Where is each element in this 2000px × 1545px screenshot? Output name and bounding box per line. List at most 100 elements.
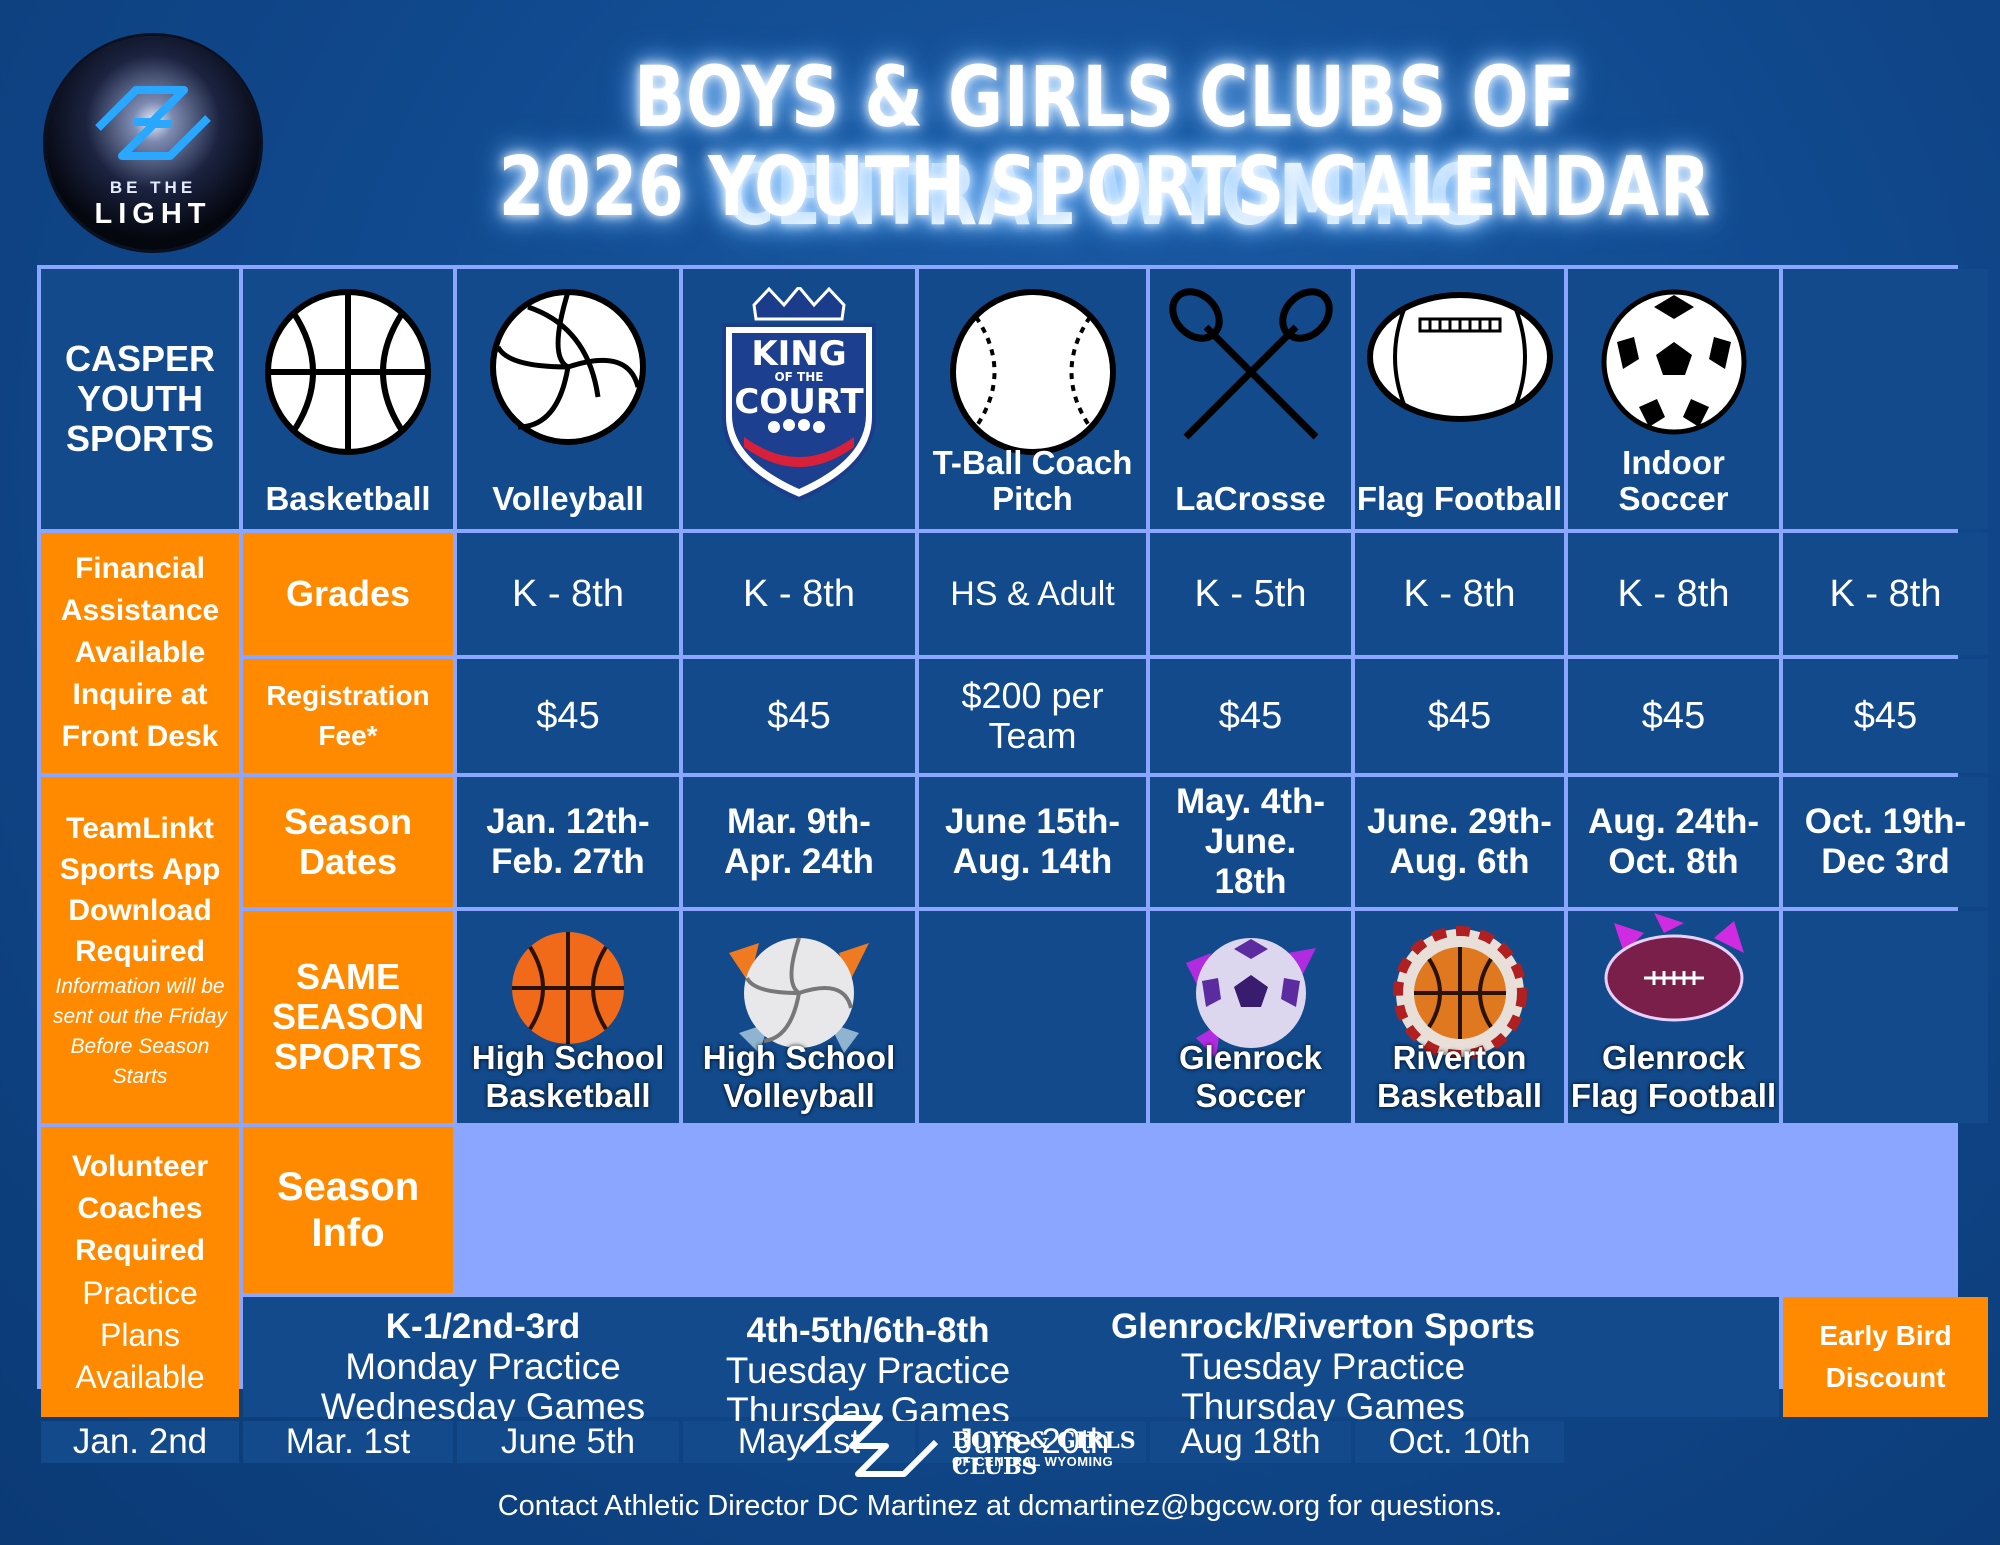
dates-lacrosse: June. 29th- Aug. 6th <box>1355 777 1564 907</box>
same-season-glenrock-flag-football: Glenrock Flag Football <box>1568 911 1779 1123</box>
row-label-grades: Grades <box>243 533 453 655</box>
dates-king-of-the-court: June 15th- Aug. 14th <box>919 777 1146 907</box>
dates-flag-football: Aug. 24th- Oct. 8th <box>1568 777 1779 907</box>
season-info-practice: Monday Practice <box>345 1346 621 1387</box>
basketball-icon <box>265 289 431 455</box>
same-season-name: High School Volleyball <box>702 1039 896 1114</box>
fee-king-of-the-court: $200 per Team <box>919 659 1146 773</box>
season-info-heading: Glenrock/Riverton Sports <box>1111 1307 1535 1346</box>
early-bird-indoor-soccer: Oct. 10th <box>1355 1421 1564 1463</box>
grades-volleyball: K - 8th <box>683 533 915 655</box>
fee-volleyball: $45 <box>683 659 915 773</box>
row-label-early-bird: Early Bird Discount <box>1783 1297 1988 1417</box>
dates-volleyball: Mar. 9th- Apr. 24th <box>683 777 915 907</box>
same-season-name: Glenrock Flag Football <box>1570 1039 1777 1114</box>
season-info-group-glenrock-riverton: Glenrock/Riverton Sports Tuesday Practic… <box>1083 1307 1563 1427</box>
grades-king-of-the-court: HS & Adult <box>919 533 1146 655</box>
same-season-name: Glenrock Soccer <box>1178 1039 1323 1114</box>
same-season-glenrock-soccer: Glenrock Soccer <box>1150 911 1351 1123</box>
same-season-empty-cell <box>919 911 1146 1123</box>
header-empty-cell <box>1783 269 1988 529</box>
sport-header-flag-football: Flag Football <box>1355 269 1564 529</box>
svg-text:OF THE: OF THE <box>774 370 823 384</box>
sport-header-indoor-soccer: Indoor Soccer <box>1568 269 1779 529</box>
dates-basketball: Jan. 12th- Feb. 27th <box>457 777 679 907</box>
footer-org-logo: BOYS & GIRLS CLUBS OF CENTRAL WYOMING <box>794 1406 1214 1486</box>
early-bird-lacrosse: June 20th <box>919 1421 1146 1463</box>
season-info-practice: Tuesday Practice <box>725 1350 1011 1391</box>
volunteer-detail: Practice Plans Available <box>75 1275 205 1395</box>
svg-text:KING: KING <box>751 334 846 374</box>
volleyball-icon <box>490 289 646 445</box>
same-season-hs-basketball: High School Basketball <box>457 911 679 1123</box>
same-season-riverton-basketball: Riverton Basketball <box>1355 911 1564 1123</box>
season-info-heading: 4th-5th/6th-8th <box>746 1311 990 1350</box>
volunteer-coaches-note: Volunteer Coaches Required Practice Plan… <box>41 1127 239 1417</box>
volleyball-splash-icon <box>729 937 869 1053</box>
sport-header-lacrosse: LaCrosse <box>1150 269 1351 529</box>
sport-header-tball: T-Ball Coach Pitch <box>919 269 1146 529</box>
dates-indoor-soccer: Oct. 19th- Dec 3rd <box>1783 777 1988 907</box>
sport-name: LaCrosse <box>1175 480 1326 517</box>
row-label-season-dates: Season Dates <box>243 777 453 907</box>
basketball-splash-icon <box>512 932 624 1044</box>
sport-header-basketball: Basketball <box>243 269 453 529</box>
football-icon <box>1366 292 1553 422</box>
grades-basketball: K - 8th <box>457 533 679 655</box>
row-label-season-info: Season Info <box>243 1127 453 1293</box>
fee-tball: $45 <box>1150 659 1351 773</box>
footer-org-name: BOYS & GIRLS CLUBS <box>952 1428 1136 1480</box>
same-season-empty-cell-2 <box>1783 911 1988 1123</box>
baseball-icon <box>949 289 1116 455</box>
financial-assistance-note: Financial Assistance Available Inquire a… <box>41 533 239 773</box>
teamlinkt-app-note: TeamLinkt Sports App Download Required I… <box>41 777 239 1123</box>
grades-lacrosse: K - 8th <box>1355 533 1564 655</box>
lacrosse-sticks-icon <box>1168 288 1333 440</box>
soccer-splash-icon <box>1185 938 1316 1058</box>
football-splash-icon <box>1604 913 1744 1022</box>
teamlinkt-heading: TeamLinkt Sports App Download Required <box>59 812 221 968</box>
row-label-same-season: SAME SEASON SPORTS <box>243 911 453 1123</box>
svg-text:COURT: COURT <box>734 382 864 422</box>
be-the-light-logo: BE THE LIGHT <box>46 36 260 250</box>
sport-name: Basketball <box>265 480 431 517</box>
grades-flag-football: K - 8th <box>1568 533 1779 655</box>
grades-indoor-soccer: K - 8th <box>1783 533 1988 655</box>
same-season-hs-volleyball: High School Volleyball <box>683 911 915 1123</box>
soccer-ball-icon <box>1601 289 1746 435</box>
sport-name: Volleyball <box>492 480 644 517</box>
king-of-the-court-logo: KING OF THE COURT <box>722 287 876 502</box>
teamlinkt-detail: Information will be sent out the Friday … <box>53 975 227 1088</box>
footer-org-region: OF CENTRAL WYOMING <box>952 1454 1114 1469</box>
row-label-fee: Registration Fee* <box>243 659 453 773</box>
fee-flag-football: $45 <box>1568 659 1779 773</box>
row-label-header: CASPER YOUTH SPORTS <box>41 269 239 529</box>
clubs-hands-icon <box>95 86 211 160</box>
season-info-games: Wednesday Games <box>320 1386 646 1427</box>
same-season-name: Riverton Basketball <box>1376 1039 1543 1114</box>
fee-basketball: $45 <box>457 659 679 773</box>
sport-header-volleyball: Volleyball <box>457 269 679 529</box>
sports-calendar-table: CASPER YOUTH SPORTS Basketball Volleybal… <box>37 265 1988 1463</box>
fee-lacrosse: $45 <box>1355 659 1564 773</box>
clubs-hands-icon <box>799 1415 939 1477</box>
fee-indoor-soccer: $45 <box>1783 659 1988 773</box>
same-season-name: High School Basketball <box>471 1039 665 1114</box>
early-bird-king-of-the-court: June 5th <box>457 1421 679 1463</box>
sport-name: T-Ball Coach Pitch <box>932 444 1133 517</box>
early-bird-flag-football: Aug 18th <box>1150 1421 1351 1463</box>
season-info-heading: K-1/2nd-3rd <box>385 1307 581 1346</box>
logo-tagline-bottom: LIGHT <box>94 198 212 230</box>
season-info-group-k3: K-1/2nd-3rd Monday Practice Wednesday Ga… <box>283 1307 683 1427</box>
season-info-panel: K-1/2nd-3rd Monday Practice Wednesday Ga… <box>243 1297 1779 1431</box>
contact-line: Contact Athletic Director DC Martinez at… <box>497 1490 1503 1522</box>
early-bird-volleyball: Mar. 1st <box>243 1421 453 1463</box>
basketball-splash-icon <box>1392 926 1527 1060</box>
dates-tball: May. 4th- June. 18th <box>1150 777 1351 907</box>
page-subtitle: 2026 YOUTH SPORTS CALENDAR <box>498 140 1712 235</box>
early-bird-basketball: Jan. 2nd <box>41 1421 239 1463</box>
sport-name: Indoor Soccer <box>1618 444 1729 517</box>
season-info-practice: Tuesday Practice <box>1180 1346 1466 1387</box>
volunteer-heading: Volunteer Coaches Required <box>71 1150 209 1267</box>
page-title: BOYS & GIRLS CLUBS OF CENTRAL WYOMING <box>633 48 1577 244</box>
